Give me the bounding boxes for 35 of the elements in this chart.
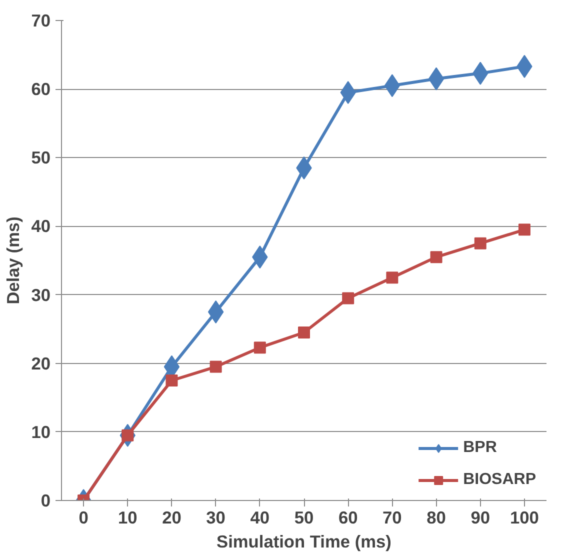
x-tick-label: 40 (250, 508, 270, 528)
legend-label: BPR (463, 439, 497, 457)
legend-label: BIOSARP (463, 471, 536, 489)
x-tick-label: 80 (426, 508, 446, 528)
x-tick-label: 10 (118, 508, 138, 528)
point (386, 272, 398, 284)
x-tick-label: 60 (338, 508, 358, 528)
x-tick-label: 0 (78, 508, 88, 528)
point (474, 237, 486, 250)
point (384, 74, 400, 98)
x-axis-title: Simulation Time (ms) (216, 532, 392, 552)
point (298, 326, 310, 338)
x-tick-label: 100 (510, 508, 539, 528)
x-tick-label: 70 (382, 508, 402, 528)
y-tick-label: 20 (31, 353, 51, 374)
point (254, 342, 266, 354)
x-tick-label: 20 (162, 508, 182, 528)
point (210, 360, 222, 373)
x-tick-label: 90 (470, 508, 490, 528)
point (166, 374, 178, 386)
y-tick-label: 0 (40, 490, 51, 510)
y-tick-label: 70 (31, 10, 51, 30)
x-tick-label: 50 (294, 508, 314, 528)
x-tick-label: 30 (206, 508, 226, 528)
point (208, 300, 224, 324)
y-tick-label: 50 (31, 148, 51, 168)
y-tick-label: 40 (31, 216, 51, 236)
y-tick-label: 30 (31, 284, 51, 305)
y-tick-label: 10 (31, 422, 51, 442)
y-tick-label: 60 (31, 79, 51, 100)
point (428, 67, 444, 90)
y-axis-title: Delay (ms) (3, 216, 24, 304)
point (430, 251, 442, 264)
point (518, 224, 530, 236)
point (342, 292, 354, 304)
